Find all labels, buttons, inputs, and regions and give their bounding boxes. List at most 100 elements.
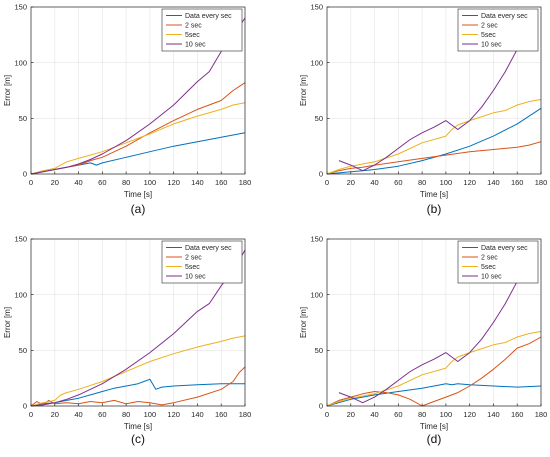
series-line-10-sec xyxy=(30,17,246,175)
x-tick-label: 100 xyxy=(440,178,453,187)
legend-entry: 2 sec xyxy=(481,23,498,30)
axes-box xyxy=(30,6,246,175)
panel-caption: (b) xyxy=(427,202,442,216)
y-tick-label: 100 xyxy=(310,290,323,299)
y-tick-label: 100 xyxy=(14,58,27,67)
x-tick-label: 60 xyxy=(98,178,106,187)
series-line-2-sec xyxy=(326,336,542,407)
y-axis-label: Error [m] xyxy=(3,307,12,338)
x-axis-label: Time [s] xyxy=(124,190,152,199)
y-axis-label: Error [m] xyxy=(3,75,12,106)
x-tick-label: 80 xyxy=(122,178,130,187)
axes-box xyxy=(326,238,542,407)
chart-panel-b: 0 20 40 60 80 100 120 140 160 180 0 50 100 150 Time [s… xyxy=(299,3,547,216)
x-tick-label: 40 xyxy=(370,410,378,419)
legend-entry: 5sec xyxy=(185,264,200,271)
series-line-data-every-sec xyxy=(30,378,245,407)
x-tick-label: 80 xyxy=(418,410,426,419)
legend-entry: 5sec xyxy=(481,264,496,271)
x-tick-label: 60 xyxy=(394,410,402,419)
x-tick-label: 60 xyxy=(394,178,402,187)
legend-entry: Data every sec xyxy=(481,245,528,252)
legend: Data every sec 2 sec 5sec 10 sec xyxy=(457,240,539,284)
axes-box xyxy=(326,6,542,175)
legend-entry: 10 sec xyxy=(185,42,206,49)
legend-entry: 5sec xyxy=(481,32,496,39)
x-tick-label: 160 xyxy=(215,178,228,187)
x-axis-label: Time [s] xyxy=(420,422,448,431)
x-tick-label: 180 xyxy=(239,410,252,419)
legend: Data every sec 2 sec 5sec 10 sec xyxy=(457,8,539,52)
x-tick-label: 180 xyxy=(535,178,548,187)
axes-box xyxy=(30,238,246,407)
x-tick-label: 160 xyxy=(511,178,524,187)
x-tick-label: 180 xyxy=(535,410,548,419)
x-tick-label: 80 xyxy=(122,410,130,419)
y-tick-label: 150 xyxy=(310,3,323,12)
x-tick-label: 0 xyxy=(29,410,33,419)
x-tick-label: 40 xyxy=(370,178,378,187)
y-tick-label: 100 xyxy=(14,290,27,299)
y-tick-label: 150 xyxy=(310,235,323,244)
series-line-5sec xyxy=(326,98,542,175)
y-tick-label: 0 xyxy=(319,402,323,411)
legend-entry: 10 sec xyxy=(185,274,206,281)
x-tick-label: 0 xyxy=(325,178,329,187)
series-line-10-sec xyxy=(338,49,518,172)
legend-entry: Data every sec xyxy=(185,245,232,252)
y-axis-label: Error [m] xyxy=(299,75,308,106)
x-tick-label: 20 xyxy=(347,410,355,419)
y-tick-label: 50 xyxy=(315,346,323,355)
x-axis-label: Time [s] xyxy=(124,422,152,431)
x-tick-label: 60 xyxy=(98,410,106,419)
x-tick-label: 20 xyxy=(51,410,59,419)
y-axis-label: Error [m] xyxy=(299,307,308,338)
panel-caption: (a) xyxy=(131,202,146,216)
y-tick-label: 150 xyxy=(14,3,27,12)
panel-caption: (d) xyxy=(427,432,442,446)
y-tick-label: 0 xyxy=(23,170,27,179)
series-line-data-every-sec xyxy=(326,107,542,175)
y-tick-label: 0 xyxy=(23,402,27,411)
y-tick-label: 50 xyxy=(315,114,323,123)
series-line-2-sec xyxy=(326,141,542,175)
series-line-5sec xyxy=(326,330,542,407)
x-tick-label: 20 xyxy=(51,178,59,187)
legend-entry: 10 sec xyxy=(481,274,502,281)
x-tick-label: 100 xyxy=(440,410,453,419)
x-tick-label: 0 xyxy=(29,178,33,187)
x-tick-label: 140 xyxy=(191,410,204,419)
x-tick-label: 140 xyxy=(487,178,500,187)
legend-entry: Data every sec xyxy=(185,13,232,20)
x-tick-label: 100 xyxy=(144,410,157,419)
x-tick-label: 140 xyxy=(191,178,204,187)
series-line-10-sec xyxy=(30,249,246,407)
x-tick-label: 20 xyxy=(347,178,355,187)
x-tick-label: 140 xyxy=(487,410,500,419)
legend-entry: 2 sec xyxy=(185,255,202,262)
legend-entry: 2 sec xyxy=(185,23,202,30)
y-tick-label: 150 xyxy=(14,235,27,244)
x-axis-label: Time [s] xyxy=(420,190,448,199)
x-tick-label: 120 xyxy=(167,410,180,419)
legend: Data every sec 2 sec 5sec 10 sec xyxy=(161,240,243,284)
y-tick-label: 50 xyxy=(19,114,27,123)
x-tick-label: 40 xyxy=(74,178,82,187)
x-tick-label: 160 xyxy=(215,410,228,419)
x-tick-label: 120 xyxy=(463,410,476,419)
chart-panel-a: 0 20 40 60 80 100 120 140 160 180 0 50 100 150 Time [s… xyxy=(3,3,251,216)
panel-caption: (c) xyxy=(131,432,145,446)
x-tick-label: 100 xyxy=(144,178,157,187)
y-tick-label: 50 xyxy=(19,346,27,355)
x-tick-label: 180 xyxy=(239,178,252,187)
y-tick-label: 0 xyxy=(319,170,323,179)
legend: Data every sec 2 sec 5sec 10 sec xyxy=(161,8,243,52)
series-line-10-sec xyxy=(338,281,518,404)
legend-entry: 5sec xyxy=(185,32,200,39)
y-tick-label: 100 xyxy=(310,58,323,67)
x-tick-label: 160 xyxy=(511,410,524,419)
chart-panel-c: 0 20 40 60 80 100 120 140 160 180 0 50 100 150 Time [s… xyxy=(3,235,251,446)
x-tick-label: 80 xyxy=(418,178,426,187)
legend-entry: Data every sec xyxy=(481,13,528,20)
